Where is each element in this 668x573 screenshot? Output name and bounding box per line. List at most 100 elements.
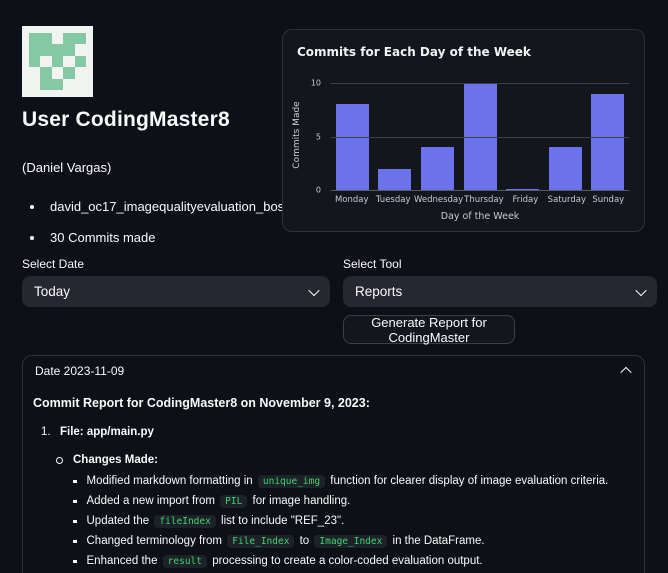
bar-slot bbox=[331, 83, 374, 190]
x-tick-label: Wednesday bbox=[413, 195, 464, 205]
identicon-cell bbox=[29, 44, 41, 56]
list-number: 1. bbox=[41, 426, 51, 438]
inline-code: Image_Index bbox=[314, 535, 388, 548]
x-tick-label: Sunday bbox=[592, 195, 625, 205]
inline-code: fileIndex bbox=[154, 515, 216, 528]
identicon-cell bbox=[40, 56, 51, 67]
profile-bullet-list: david_oc17_imagequalityevaluation_bosch … bbox=[22, 199, 298, 262]
change-item: Modified markdown formatting in unique_i… bbox=[73, 475, 634, 488]
inline-code: PIL bbox=[220, 495, 248, 508]
bullet-marker bbox=[30, 235, 34, 240]
chevron-down-icon[interactable] bbox=[308, 284, 320, 296]
select-tool-label: Select Tool bbox=[343, 257, 402, 271]
square-bullet-marker bbox=[73, 479, 77, 484]
change-text: Modified markdown formatting in unique_i… bbox=[86, 475, 609, 488]
file-name: File: app/main.py bbox=[60, 426, 154, 438]
bar-slot bbox=[544, 83, 587, 190]
change-item: Enhanced the result processing to create… bbox=[73, 555, 634, 568]
identicon-cell bbox=[63, 56, 74, 67]
bar-slot bbox=[416, 83, 459, 190]
expander-body: Commit Report for CodingMaster8 on Novem… bbox=[23, 396, 644, 573]
select-date-label: Select Date bbox=[22, 257, 85, 271]
repo-name: david_oc17_imagequalityevaluation_bosch bbox=[50, 199, 298, 214]
identicon-cell bbox=[40, 67, 52, 79]
identicon-cell bbox=[63, 79, 74, 90]
x-labels: Monday Tuesday Wednesday Thursday Friday Satu… bbox=[331, 195, 629, 205]
square-bullet-marker bbox=[73, 519, 77, 524]
report-expander: Date 2023-11-09 Commit Report for Coding… bbox=[22, 355, 645, 573]
list-item: 30 Commits made bbox=[22, 230, 298, 245]
change-item: Updated the fileIndex list to include "R… bbox=[73, 515, 634, 528]
changes-made-item: Changes Made: bbox=[56, 454, 634, 466]
square-bullet-marker bbox=[73, 539, 77, 544]
changes-list: Modified markdown formatting in unique_i… bbox=[73, 475, 634, 573]
identicon-cell bbox=[74, 55, 86, 68]
page-title: User CodingMaster8 bbox=[22, 108, 230, 131]
y-axis: 0 5 10 bbox=[299, 79, 327, 195]
bar-slot bbox=[374, 83, 417, 190]
change-text: Updated the fileIndex list to include "R… bbox=[86, 515, 345, 528]
identicon-cell bbox=[74, 33, 86, 45]
expander-header[interactable]: Date 2023-11-09 bbox=[23, 356, 644, 386]
user-identicon-avatar bbox=[22, 26, 93, 97]
report-heading: Commit Report for CodingMaster8 on Novem… bbox=[33, 396, 370, 410]
chevron-up-icon[interactable] bbox=[620, 366, 632, 379]
identicon-cell bbox=[29, 79, 40, 90]
identicon-cell bbox=[63, 44, 75, 56]
square-bullet-marker bbox=[73, 559, 77, 564]
bar-wednesday bbox=[420, 147, 454, 190]
identicon-cell bbox=[29, 33, 41, 45]
list-item: david_oc17_imagequalityevaluation_bosch bbox=[22, 199, 298, 214]
square-bullet-marker bbox=[73, 499, 77, 504]
chevron-down-icon[interactable] bbox=[635, 284, 647, 296]
bar-sunday bbox=[591, 93, 625, 190]
change-item: Changed terminology from File_Index to I… bbox=[73, 535, 634, 548]
x-tick-label: Saturday bbox=[547, 195, 586, 205]
identicon-cell bbox=[51, 44, 64, 56]
bar-saturday bbox=[548, 147, 582, 190]
circle-bullet-marker bbox=[56, 456, 63, 464]
y-tick-label: 5 bbox=[315, 132, 321, 141]
identicon-cell bbox=[75, 67, 86, 78]
identicon-cell bbox=[63, 33, 75, 45]
identicon-cell bbox=[51, 78, 64, 90]
identicon-cell bbox=[75, 79, 86, 90]
bar-slot bbox=[586, 83, 629, 190]
bar-slot bbox=[501, 83, 544, 190]
inline-code: unique_img bbox=[257, 475, 326, 488]
identicon-cell bbox=[40, 78, 52, 90]
change-text: Added a new import from PIL for image ha… bbox=[86, 495, 351, 508]
change-item: Added a new import from PIL for image ha… bbox=[73, 495, 634, 508]
chart-title: Commits for Each Day of the Week bbox=[297, 45, 531, 59]
x-tick-label: Thursday bbox=[464, 195, 504, 205]
x-tick-label: Friday bbox=[512, 195, 539, 205]
date-select[interactable]: Today bbox=[22, 276, 330, 307]
y-tick-label: 0 bbox=[315, 185, 321, 195]
inline-code: File_Index bbox=[227, 535, 295, 548]
identicon-cell bbox=[52, 33, 63, 44]
bar-tuesday bbox=[378, 168, 412, 190]
expander-label: Date 2023-11-09 bbox=[35, 364, 125, 378]
commit-count: 30 Commits made bbox=[50, 230, 156, 245]
inline-code: result bbox=[162, 555, 207, 568]
bar-monday bbox=[335, 104, 369, 190]
plot-area bbox=[331, 83, 629, 191]
identicon-cell bbox=[29, 55, 41, 68]
identicon-cell bbox=[40, 33, 52, 45]
identicon-cell bbox=[63, 67, 75, 79]
x-tick-label: Monday bbox=[334, 195, 369, 205]
tool-select[interactable]: Reports bbox=[343, 276, 657, 307]
commits-bar-chart: Commits for Each Day of the Week Commits… bbox=[282, 29, 645, 232]
identicon-cell bbox=[75, 44, 86, 55]
change-text: Enhanced the result processing to create… bbox=[86, 555, 483, 568]
file-list-item: 1. File: app/main.py bbox=[41, 426, 634, 438]
identicon-grid bbox=[29, 33, 86, 90]
gridline bbox=[331, 136, 629, 138]
identicon-cell bbox=[40, 44, 52, 56]
generate-report-button[interactable]: Generate Report for CodingMaster bbox=[343, 315, 515, 345]
identicon-cell bbox=[51, 55, 64, 68]
identicon-cell bbox=[52, 67, 63, 78]
identicon-cell bbox=[29, 67, 40, 78]
tool-select-value: Reports bbox=[355, 284, 403, 299]
